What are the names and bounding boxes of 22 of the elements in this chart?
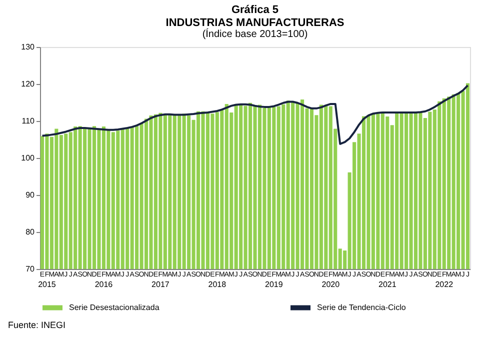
- text: 2016: [94, 280, 114, 289]
- text: 2019: [265, 280, 284, 289]
- text: 2018: [208, 280, 227, 289]
- text: 2022: [435, 280, 454, 289]
- y-tick-label: 80: [26, 228, 36, 236]
- y-tick-label: 120: [21, 80, 36, 88]
- text: Gráfica 5: [231, 4, 279, 16]
- chart-subtitle: (Índice base 2013=100): [202, 28, 308, 40]
- text: INDUSTRIAS MANUFACTURERAS: [166, 17, 344, 29]
- source-note: Fuente: INEGI: [8, 320, 66, 330]
- text: 2020: [322, 280, 340, 289]
- line-series: [41, 84, 469, 145]
- legend-label: Serie de Tendencia-Ciclo: [317, 302, 406, 312]
- y-tick-label: 130: [21, 42, 36, 52]
- y-tick-label: 110: [22, 116, 36, 126]
- text: 2017: [152, 280, 170, 289]
- legend-label: Serie Desestacionalizada: [69, 302, 160, 312]
- text: 2021: [378, 280, 397, 289]
- text: 2015: [38, 280, 56, 289]
- y-tick-label: 70: [26, 264, 36, 274]
- y-tick-label: 90: [26, 190, 36, 200]
- y-tick-label: 100: [21, 154, 36, 162]
